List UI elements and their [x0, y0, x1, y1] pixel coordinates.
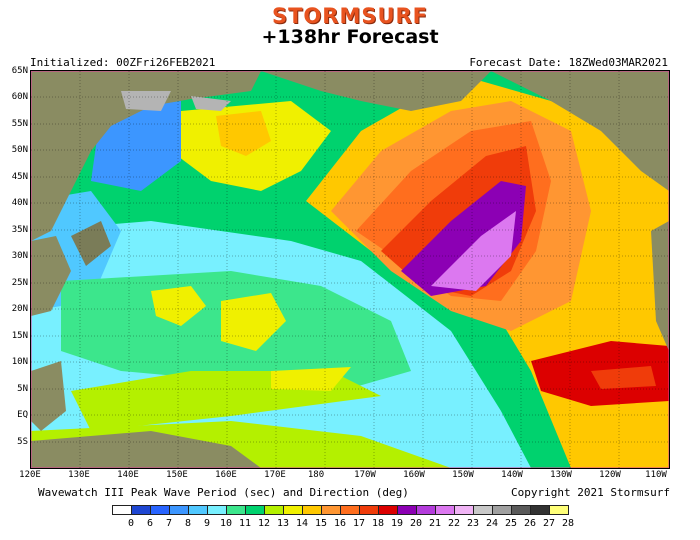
legend-swatch [378, 505, 398, 515]
legend-swatch [131, 505, 151, 515]
legend-label: 23 [466, 518, 480, 529]
legend-swatch [188, 505, 208, 515]
legend-swatch [169, 505, 189, 515]
lat-label: 45N [11, 172, 28, 182]
legend-label: 24 [485, 518, 499, 529]
legend-label: 9 [203, 518, 211, 529]
legend-swatch [454, 505, 474, 515]
legend-swatch [150, 505, 170, 515]
legend-swatch [283, 505, 303, 515]
lon-label: 110W [645, 470, 667, 480]
legend-label: 19 [390, 518, 404, 529]
lon-label: 120W [599, 470, 621, 480]
legend-swatch [473, 505, 493, 515]
lat-label: 30N [11, 251, 28, 261]
legend-swatch [112, 505, 132, 515]
lat-label: 15N [11, 331, 28, 341]
lon-label: 160W [403, 470, 425, 480]
map-canvas [31, 71, 669, 468]
legend-swatch [359, 505, 379, 515]
legend-label: 18 [371, 518, 385, 529]
legend-label: 6 [146, 518, 154, 529]
legend-label: 27 [542, 518, 556, 529]
map-caption: Wavewatch III Peak Wave Period (sec) and… [38, 486, 409, 499]
lat-label: 55N [11, 119, 28, 129]
stormsurf-logo: STORMSURF [271, 4, 429, 28]
lat-label: 5N [17, 384, 28, 394]
lat-label: 40N [11, 198, 28, 208]
legend-swatch [302, 505, 322, 515]
legend-label: 28 [561, 518, 575, 529]
legend-label: 10 [219, 518, 233, 529]
legend-label: 11 [238, 518, 252, 529]
lon-label: 140E [117, 470, 139, 480]
legend-label: 17 [352, 518, 366, 529]
legend-swatch [226, 505, 246, 515]
legend-label: 22 [447, 518, 461, 529]
legend-swatch [321, 505, 341, 515]
lon-label: 160E [215, 470, 237, 480]
lon-label: 130W [550, 470, 572, 480]
lon-label: 180 [307, 470, 325, 480]
legend-label: 15 [314, 518, 328, 529]
lon-label: 140W [501, 470, 523, 480]
lat-label: 10N [11, 357, 28, 367]
lon-label: 120E [19, 470, 41, 480]
legend-swatch [245, 505, 265, 515]
legend-label: 16 [333, 518, 347, 529]
legend-swatch [340, 505, 360, 515]
lat-label: 60N [11, 92, 28, 102]
legend-swatch [416, 505, 436, 515]
legend-label: 0 [127, 518, 135, 529]
lat-label: 35N [11, 225, 28, 235]
legend-label: 12 [257, 518, 271, 529]
lat-label: EQ [17, 410, 28, 420]
lat-label: 20N [11, 304, 28, 314]
wave-period-map [30, 70, 670, 469]
legend-swatch [264, 505, 284, 515]
forecast-title: +138hr Forecast [261, 26, 439, 48]
direction-arrows [31, 71, 669, 468]
lat-label: 65N [11, 66, 28, 76]
legend-swatch [207, 505, 227, 515]
legend-swatch [435, 505, 455, 515]
lon-label: 170W [354, 470, 376, 480]
legend-label: 20 [409, 518, 423, 529]
copyright-text: Copyright 2021 Stormsurf [511, 486, 670, 499]
legend-label: 25 [504, 518, 518, 529]
lat-label: 50N [11, 145, 28, 155]
lon-label: 130E [68, 470, 90, 480]
graticule [31, 71, 669, 468]
initialized-label: Initialized: 00ZFri26FEB2021 [30, 56, 216, 69]
lat-label: 25N [11, 278, 28, 288]
legend-swatch [492, 505, 512, 515]
lon-label: 150E [166, 470, 188, 480]
legend-label: 8 [184, 518, 192, 529]
legend-swatch [511, 505, 531, 515]
lat-label: 5S [17, 437, 28, 447]
legend-swatch [530, 505, 550, 515]
legend-label: 21 [428, 518, 442, 529]
legend-label: 7 [165, 518, 173, 529]
legend-swatch [549, 505, 569, 515]
forecast-date-label: Forecast Date: 18ZWed03MAR2021 [469, 56, 668, 69]
legend-swatch [397, 505, 417, 515]
legend-label: 13 [276, 518, 290, 529]
legend-label: 14 [295, 518, 309, 529]
legend-label: 26 [523, 518, 537, 529]
lon-label: 150W [452, 470, 474, 480]
lon-label: 170E [264, 470, 286, 480]
